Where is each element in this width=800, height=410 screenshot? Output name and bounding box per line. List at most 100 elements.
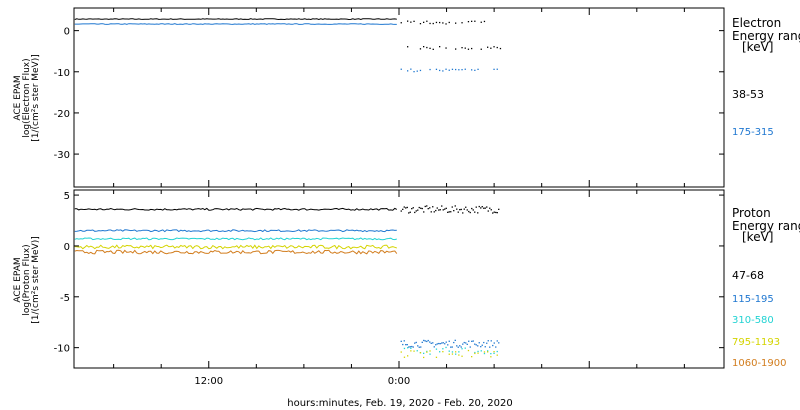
data-point [451, 346, 453, 348]
data-point [495, 211, 497, 214]
data-point [472, 209, 474, 211]
data-point [474, 20, 476, 22]
data-point [408, 212, 410, 214]
data-point [448, 353, 450, 355]
data-point [474, 69, 476, 71]
data-point [475, 344, 477, 346]
data-point [429, 68, 431, 71]
data-point [496, 68, 498, 70]
data-point [415, 210, 417, 212]
data-point [442, 22, 444, 24]
data-point [468, 210, 470, 213]
data-point [400, 351, 402, 353]
data-point [424, 205, 426, 208]
data-point [458, 69, 460, 71]
proton-series-4-trace-before [74, 249, 398, 255]
data-point [416, 70, 418, 72]
data-point [400, 340, 402, 342]
data-point [461, 355, 463, 357]
data-point [454, 205, 456, 207]
proton-ytick-label-1: 0 [64, 242, 70, 253]
data-point [445, 207, 447, 209]
x-tick-label-0: 12:00 [194, 376, 223, 387]
data-point [421, 207, 423, 210]
proton-series-0-points-after-1 [400, 205, 500, 214]
data-point [456, 345, 458, 347]
data-point [490, 209, 492, 211]
electron-legend: Electron Energy ranges [keV] 38-53 175-3… [732, 16, 800, 138]
proton-legend-unit: [keV] [742, 230, 773, 244]
data-point [465, 206, 467, 208]
data-point [448, 350, 450, 352]
data-point [402, 208, 404, 210]
data-point [487, 340, 489, 342]
electron-series-0-points-after-1 [400, 20, 486, 25]
data-point [468, 340, 470, 342]
proton-legend-subtitle: Energy ranges [732, 219, 800, 233]
data-point [493, 342, 495, 344]
data-point [486, 342, 488, 344]
data-point [445, 68, 447, 70]
data-point [429, 353, 431, 355]
data-point [432, 22, 434, 25]
data-point [418, 206, 420, 209]
data-point [458, 354, 460, 356]
data-point [419, 352, 422, 354]
proton-ytick-label-0: 5 [64, 191, 70, 202]
data-point [444, 343, 446, 345]
data-point [481, 206, 483, 208]
data-point [461, 348, 463, 350]
data-point [448, 69, 450, 71]
data-point [484, 346, 486, 348]
data-point [475, 206, 477, 208]
data-point [418, 346, 420, 348]
data-point [486, 206, 488, 208]
data-point [413, 350, 415, 352]
data-point [411, 208, 413, 210]
data-point [442, 348, 444, 350]
data-point [445, 341, 447, 343]
proton-legend-title: Proton [732, 206, 771, 220]
data-point [471, 207, 473, 210]
data-point [490, 356, 492, 358]
proton-panel-frame [73, 189, 725, 369]
data-point [439, 351, 441, 353]
data-point [442, 342, 444, 344]
data-point [445, 23, 447, 25]
data-point [448, 211, 450, 213]
data-point [447, 344, 449, 346]
data-point [441, 342, 443, 344]
data-point [411, 345, 413, 348]
data-point [480, 350, 482, 352]
data-point [472, 340, 474, 342]
data-point [413, 20, 415, 22]
data-point [433, 211, 435, 213]
data-point [400, 210, 402, 212]
proton-legend-entry-3: 310-580 [732, 315, 774, 326]
data-point [496, 212, 498, 214]
data-point [435, 209, 437, 212]
data-point [409, 346, 411, 348]
data-point [406, 344, 408, 346]
data-point [474, 343, 476, 345]
data-point [415, 341, 417, 344]
data-point [451, 351, 454, 353]
data-point [417, 209, 419, 211]
data-point [424, 340, 426, 342]
data-point [483, 20, 486, 23]
electron-ytick-label-3: -30 [54, 150, 70, 161]
data-point [413, 71, 415, 73]
data-point [427, 208, 429, 210]
proton-series-0-trace-before [74, 207, 398, 211]
data-point [493, 46, 495, 48]
data-point [461, 69, 463, 71]
data-point [460, 208, 462, 211]
data-point [410, 21, 412, 23]
data-point [487, 210, 489, 212]
data-point [467, 48, 470, 50]
data-point [464, 347, 466, 349]
data-point [447, 211, 449, 213]
data-point [484, 207, 486, 209]
data-point [426, 351, 428, 353]
data-point [442, 209, 444, 211]
